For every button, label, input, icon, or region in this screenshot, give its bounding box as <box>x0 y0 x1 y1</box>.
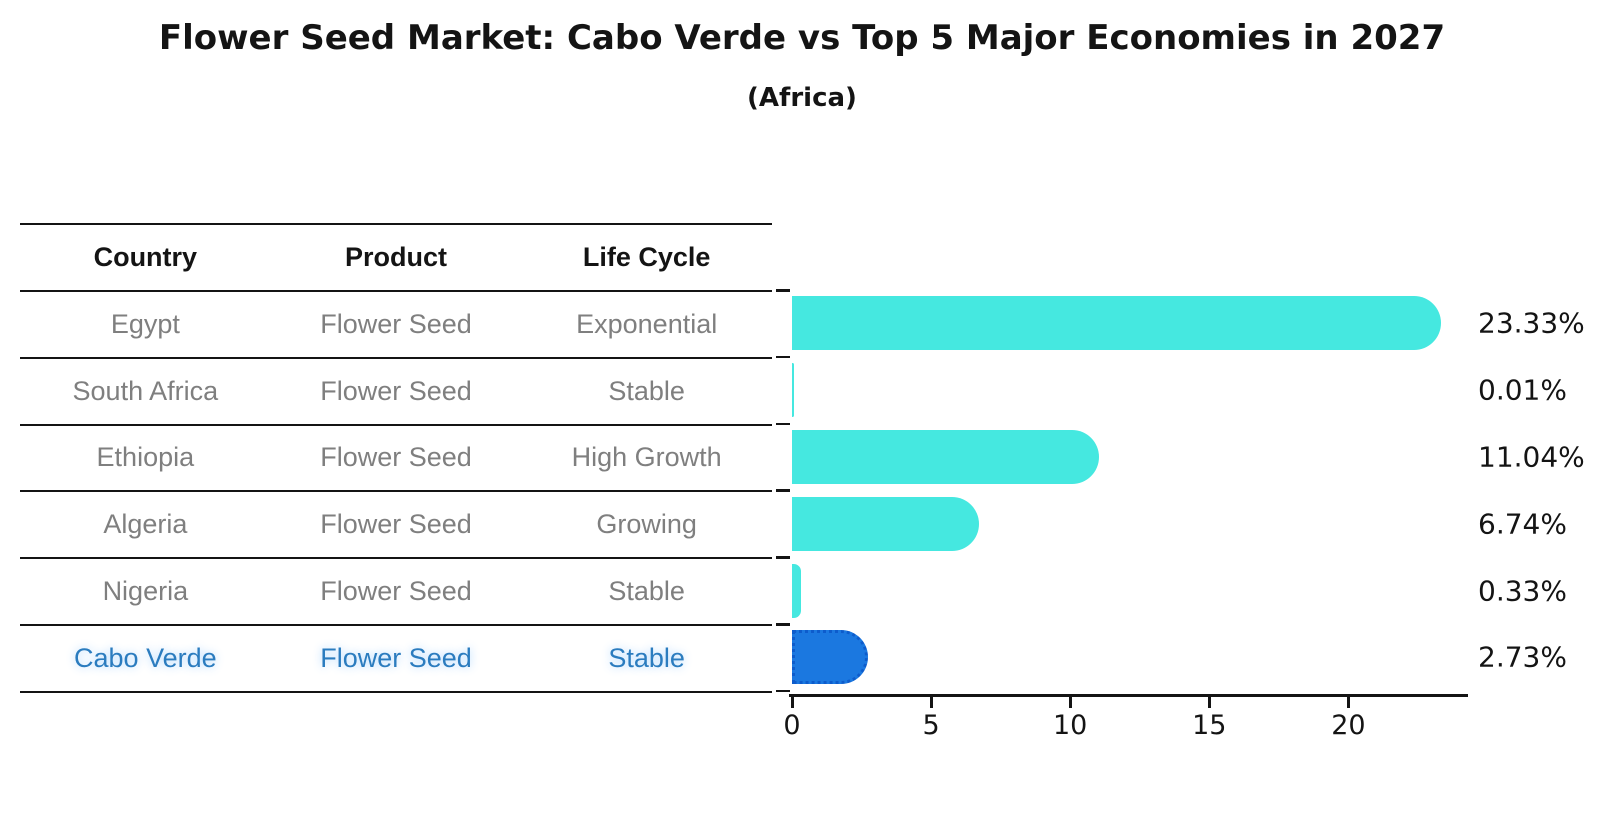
info-table: Country Product Life Cycle Egypt Flower Seed… <box>20 223 772 693</box>
x-axis-tick <box>1207 697 1211 708</box>
table-header-cell: Country <box>93 242 198 272</box>
y-axis-tick <box>776 422 790 426</box>
x-axis-tick-label: 5 <box>922 710 940 741</box>
table-row: Nigeria Flower Seed Stable <box>20 557 772 624</box>
table-header-cell: Life Cycle <box>582 242 711 272</box>
value-label: 0.01% <box>1478 373 1567 407</box>
country-cell: Egypt <box>110 308 180 339</box>
country-cell: Algeria <box>103 509 188 540</box>
bar <box>792 296 1442 351</box>
country-cell: Cabo Verde <box>74 642 217 673</box>
country-cell: South Africa <box>72 375 219 406</box>
bar <box>792 496 980 551</box>
table-row: Ethiopia Flower Seed High Growth <box>20 423 772 491</box>
bar <box>792 363 794 418</box>
life-cycle-cell: Stable <box>608 375 685 406</box>
x-axis-line <box>789 694 1468 697</box>
product-cell: Flower Seed <box>320 375 472 406</box>
table-row: Cabo Verde Flower Seed Stable <box>20 623 772 691</box>
x-axis-tick-label: 15 <box>1192 710 1227 741</box>
bar <box>792 563 802 618</box>
x-axis-tick-label: 20 <box>1331 710 1366 741</box>
table-row: South Africa Flower Seed Stable <box>20 356 772 424</box>
chart-subtitle: (Africa) <box>747 83 857 113</box>
life-cycle-cell: Stable <box>608 576 685 607</box>
x-axis-tick-label: 10 <box>1053 710 1088 741</box>
value-label: 6.74% <box>1478 507 1567 541</box>
value-label: 11.04% <box>1478 440 1585 474</box>
y-axis-tick <box>776 355 790 359</box>
y-axis-tick <box>776 289 790 292</box>
y-axis-tick <box>776 556 790 559</box>
y-axis-tick <box>776 489 790 492</box>
product-cell: Flower Seed <box>320 642 472 673</box>
life-cycle-cell: High Growth <box>571 442 722 473</box>
value-label: 23.33% <box>1478 306 1585 340</box>
table-row: Algeria Flower Seed Growing <box>20 490 772 557</box>
x-axis-tick <box>1346 697 1350 708</box>
product-cell: Flower Seed <box>320 509 472 540</box>
product-cell: Flower Seed <box>320 308 472 339</box>
chart-title: Flower Seed Market: Cabo Verde vs Top 5 … <box>158 18 1446 58</box>
value-label: 2.73% <box>1478 640 1567 674</box>
bar-highlight <box>792 630 868 685</box>
y-axis-tick <box>776 623 790 626</box>
product-cell: Flower Seed <box>320 576 472 607</box>
table-header-cell: Product <box>345 242 448 272</box>
life-cycle-cell: Exponential <box>576 308 718 339</box>
life-cycle-cell: Growing <box>596 509 697 540</box>
x-axis-tick <box>1068 697 1072 708</box>
value-label: 0.33% <box>1478 574 1567 608</box>
life-cycle-cell: Stable <box>608 642 685 673</box>
x-axis-tick <box>790 697 794 708</box>
x-axis-tick-label: 0 <box>783 710 801 741</box>
x-axis-tick <box>929 697 933 708</box>
product-cell: Flower Seed <box>320 442 472 473</box>
table-row: Egypt Flower Seed Exponential <box>20 290 772 357</box>
table-header-row: Country Product Life Cycle <box>20 223 772 290</box>
bar <box>792 430 1100 484</box>
y-axis-tick <box>776 689 790 693</box>
country-cell: Ethiopia <box>96 442 195 473</box>
country-cell: Nigeria <box>102 576 189 607</box>
